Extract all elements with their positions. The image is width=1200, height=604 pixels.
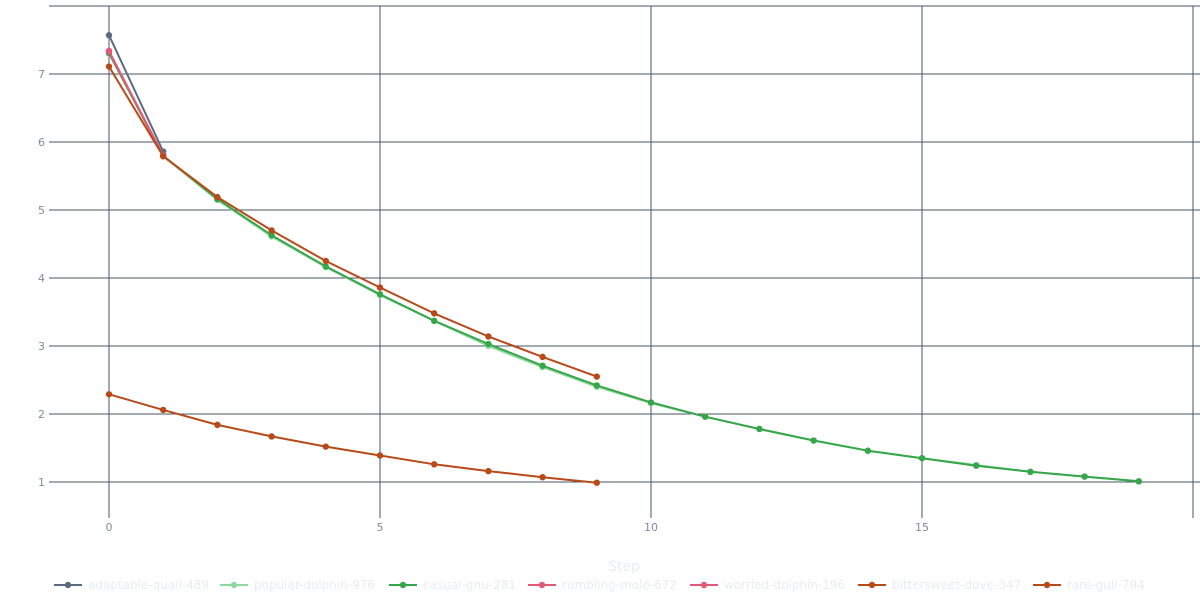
y-tick-label: 4 [38, 272, 45, 285]
series-adaptable-quail-489[interactable] [105, 32, 167, 155]
legend-item[interactable]: rumbling-mole-672 [528, 578, 677, 592]
legend-item[interactable]: casual-gnu-281 [389, 578, 516, 592]
legend-swatch-marker [538, 581, 546, 589]
data-point[interactable] [105, 32, 113, 39]
y-tick-label: 7 [38, 68, 45, 81]
series-popular-dolphin-976[interactable] [105, 50, 1143, 485]
y-tick-label: 3 [38, 340, 45, 353]
data-point[interactable] [431, 317, 438, 325]
legend-item[interactable]: bittersweet-dove-347 [858, 578, 1021, 592]
data-point[interactable] [810, 437, 817, 444]
data-point[interactable] [485, 333, 492, 340]
y-tick-label: 1 [38, 476, 45, 489]
data-point[interactable] [539, 362, 546, 369]
tick-labels: 0 5 10 15 1 2 3 4 5 6 7 [38, 68, 929, 534]
series-line [108, 65, 598, 378]
legend-label: adaptable-quail-489 [88, 578, 209, 592]
data-point[interactable] [1081, 473, 1088, 480]
data-point[interactable] [864, 447, 871, 454]
data-point[interactable] [1135, 478, 1143, 485]
legend-item[interactable]: rare-gull-794 [1033, 578, 1145, 592]
grid [49, 5, 1200, 518]
data-point[interactable] [376, 284, 384, 291]
data-point[interactable] [105, 391, 113, 398]
series-line [108, 34, 165, 152]
x-tick-label: 15 [915, 521, 929, 534]
data-point[interactable] [322, 263, 329, 270]
legend-swatch-marker [700, 581, 708, 589]
y-tick-label: 5 [38, 204, 45, 217]
legend-label: rumbling-mole-672 [562, 578, 677, 592]
legend-item[interactable]: adaptable-quail-489 [54, 578, 209, 592]
data-point[interactable] [268, 227, 275, 234]
y-tick-label: 6 [38, 136, 45, 149]
data-point[interactable] [214, 193, 221, 201]
legend-label: worried-dolphin-196 [724, 578, 845, 592]
data-point[interactable] [539, 474, 546, 481]
data-point[interactable] [593, 382, 600, 389]
data-point[interactable] [1027, 468, 1034, 475]
series-line [108, 393, 597, 484]
series-line [108, 52, 1139, 483]
series-bittersweet-dove-347[interactable] [105, 63, 600, 380]
data-point[interactable] [593, 479, 600, 486]
legend-item[interactable]: worried-dolphin-196 [690, 578, 845, 592]
x-tick-label: 5 [377, 521, 384, 534]
series-rare-gull-794[interactable] [105, 391, 600, 486]
legend-swatch-marker [868, 581, 876, 589]
data-point[interactable] [105, 63, 113, 70]
legend-item[interactable]: popular-dolphin-976 [220, 578, 375, 592]
data-point[interactable] [160, 406, 167, 414]
series-line [108, 53, 1139, 483]
data-point[interactable] [756, 425, 763, 433]
data-point[interactable] [485, 340, 492, 348]
legend-swatch-marker [399, 581, 407, 589]
data-point[interactable] [431, 310, 438, 317]
y-tick-label: 2 [38, 408, 45, 421]
data-point[interactable] [593, 373, 600, 380]
data-point[interactable] [918, 455, 926, 462]
legend-label: rare-gull-794 [1067, 578, 1145, 592]
data-point[interactable] [268, 433, 275, 440]
legend-label: bittersweet-dove-347 [892, 578, 1021, 592]
data-point[interactable] [539, 353, 546, 361]
legend-label: popular-dolphin-976 [254, 578, 375, 592]
data-point[interactable] [322, 443, 329, 450]
data-point[interactable] [268, 231, 275, 239]
x-axis-title: Step [608, 559, 640, 575]
data-point[interactable] [485, 467, 492, 475]
data-point[interactable] [376, 452, 384, 459]
data-point[interactable] [105, 48, 113, 55]
series-lines [105, 32, 1143, 486]
legend-swatch-marker [1043, 581, 1051, 589]
series-casual-gnu-281[interactable] [105, 49, 1143, 485]
data-point[interactable] [973, 462, 980, 469]
data-point[interactable] [376, 291, 384, 298]
legend-label: casual-gnu-281 [423, 578, 516, 592]
data-point[interactable] [322, 257, 329, 265]
x-tick-label: 0 [106, 521, 113, 534]
data-point[interactable] [214, 421, 221, 429]
series-line [108, 51, 165, 157]
data-point[interactable] [702, 413, 709, 420]
data-point[interactable] [647, 399, 655, 406]
legend: adaptable-quail-489 popular-dolphin-976 ca… [54, 578, 1145, 592]
x-tick-label: 10 [644, 521, 658, 534]
legend-swatch-marker [64, 581, 72, 589]
data-point[interactable] [160, 153, 167, 160]
legend-swatch-marker [230, 581, 238, 589]
data-point[interactable] [431, 461, 438, 468]
